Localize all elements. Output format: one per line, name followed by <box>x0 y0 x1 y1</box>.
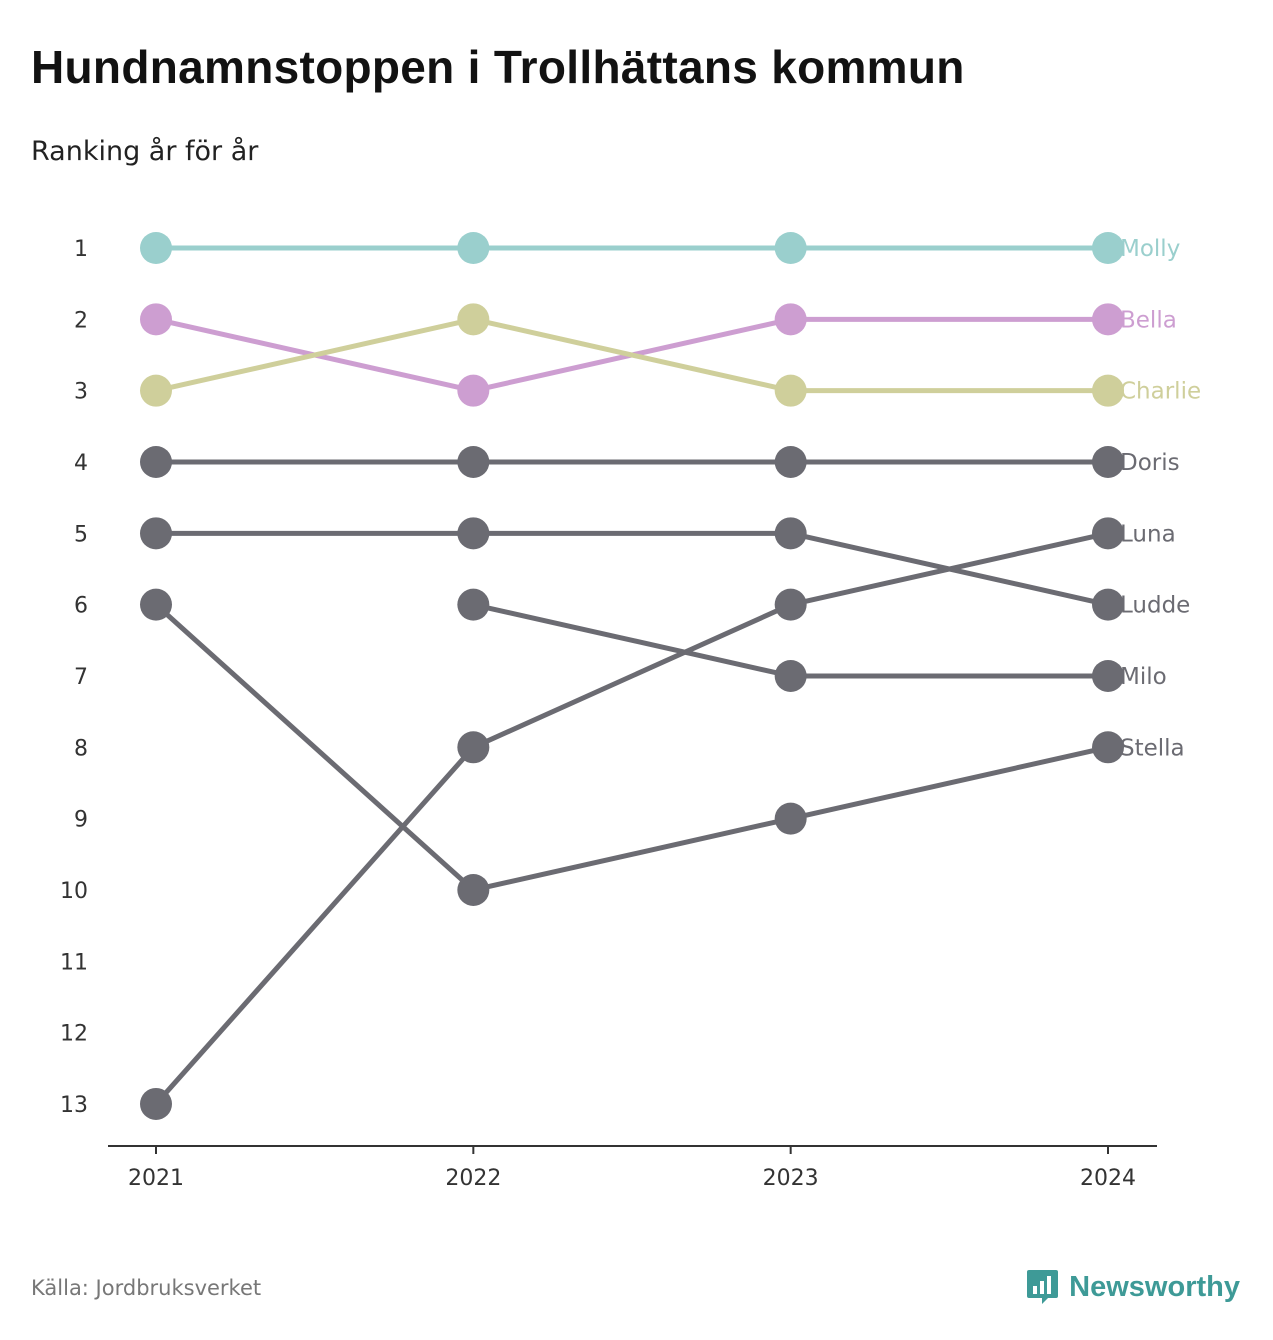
point-ludde-2023[interactable] <box>774 517 807 550</box>
point-doris-2023[interactable] <box>774 445 807 478</box>
point-luna-2023[interactable] <box>774 588 807 621</box>
y-tick-label-3: 3 <box>74 380 88 405</box>
chart-title: Hundnamnstoppen i Trollhättans kommun <box>31 41 965 93</box>
y-tick-label-9: 9 <box>74 808 88 833</box>
point-charlie-2021[interactable] <box>140 374 172 407</box>
series-line-stella <box>153 602 1111 893</box>
point-stella-2022[interactable] <box>457 873 490 906</box>
y-tick-label-8: 8 <box>74 736 88 761</box>
series-line-ludde <box>153 530 1111 608</box>
brand-logo[interactable]: Newsworthy <box>1026 1268 1240 1306</box>
point-doris-2021[interactable] <box>140 445 172 478</box>
point-molly-2021[interactable] <box>140 232 172 264</box>
x-tick-label-2023: 2023 <box>763 1166 819 1191</box>
series-label-charlie: Charlie <box>1120 379 1201 405</box>
x-axis-ticks: 2021 2022 2023 2024 <box>128 1146 1136 1191</box>
source-note: Källa: Jordbruksverket <box>31 1276 262 1300</box>
y-tick-label-1: 1 <box>74 237 88 262</box>
series-points <box>140 232 1124 1120</box>
point-doris-2022[interactable] <box>457 445 490 478</box>
point-milo-2022[interactable] <box>457 588 490 621</box>
y-tick-label-11: 11 <box>60 950 88 975</box>
point-stella-2023[interactable] <box>774 802 807 835</box>
point-molly-2023[interactable] <box>774 232 807 264</box>
point-charlie-2023[interactable] <box>774 374 807 407</box>
series-label-molly: Molly <box>1120 236 1180 262</box>
point-ludde-2022[interactable] <box>457 517 490 550</box>
point-milo-2023[interactable] <box>774 659 807 692</box>
point-bella-2023[interactable] <box>774 303 807 336</box>
point-charlie-2022[interactable] <box>457 303 490 336</box>
y-tick-label-5: 5 <box>74 522 88 547</box>
point-charlie-2024[interactable] <box>1092 374 1124 407</box>
x-tick-label-2021: 2021 <box>128 1166 184 1191</box>
point-stella-2024[interactable] <box>1092 731 1124 764</box>
series-line-luna <box>153 530 1111 1107</box>
series-labels: Doris Luna Ludde Milo Stella Molly Bella Charli… <box>1120 236 1201 761</box>
point-molly-2022[interactable] <box>457 232 490 264</box>
series-line-charlie <box>153 316 1111 394</box>
chart-subtitle: Ranking år för år <box>31 136 259 167</box>
point-bella-2021[interactable] <box>140 303 172 336</box>
y-tick-label-6: 6 <box>74 594 88 619</box>
series-label-doris: Doris <box>1120 450 1180 476</box>
series-label-luna: Luna <box>1120 521 1176 547</box>
point-luna-2021[interactable] <box>140 1087 172 1120</box>
point-bella-2022[interactable] <box>457 374 490 407</box>
series-label-milo: Milo <box>1120 664 1167 690</box>
series-lines <box>153 245 1111 1107</box>
point-doris-2024[interactable] <box>1092 445 1124 478</box>
y-tick-label-7: 7 <box>74 665 88 690</box>
x-tick-label-2024: 2024 <box>1080 1166 1136 1191</box>
point-luna-2022[interactable] <box>457 731 490 764</box>
series-label-bella: Bella <box>1120 307 1177 333</box>
point-ludde-2021[interactable] <box>140 517 172 550</box>
point-stella-2021[interactable] <box>140 588 172 621</box>
brand-name[interactable]: Newsworthy <box>1069 1270 1240 1303</box>
y-tick-label-13: 13 <box>60 1093 88 1118</box>
y-tick-label-10: 10 <box>60 879 88 904</box>
point-ludde-2024[interactable] <box>1092 588 1124 621</box>
point-luna-2024[interactable] <box>1092 517 1124 550</box>
point-molly-2024[interactable] <box>1092 232 1124 264</box>
y-tick-label-2: 2 <box>74 308 88 333</box>
x-tick-label-2022: 2022 <box>445 1166 501 1191</box>
point-bella-2024[interactable] <box>1092 303 1124 336</box>
bar-chart-speech-bubble-icon <box>1027 1270 1059 1304</box>
series-label-ludde: Ludde <box>1120 593 1190 619</box>
y-tick-label-4: 4 <box>74 451 88 476</box>
point-milo-2024[interactable] <box>1092 659 1124 692</box>
y-tick-label-12: 12 <box>60 1022 88 1047</box>
series-label-stella: Stella <box>1120 735 1185 761</box>
